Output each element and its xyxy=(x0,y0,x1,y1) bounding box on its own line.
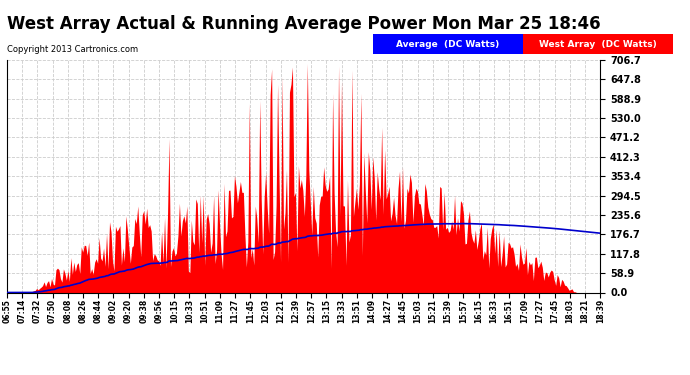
Text: Average  (DC Watts): Average (DC Watts) xyxy=(396,40,500,49)
Text: Copyright 2013 Cartronics.com: Copyright 2013 Cartronics.com xyxy=(7,45,138,54)
Bar xyxy=(373,34,523,54)
Text: West Array  (DC Watts): West Array (DC Watts) xyxy=(539,40,657,49)
Bar xyxy=(523,34,673,54)
Text: West Array Actual & Running Average Power Mon Mar 25 18:46: West Array Actual & Running Average Powe… xyxy=(7,15,600,33)
